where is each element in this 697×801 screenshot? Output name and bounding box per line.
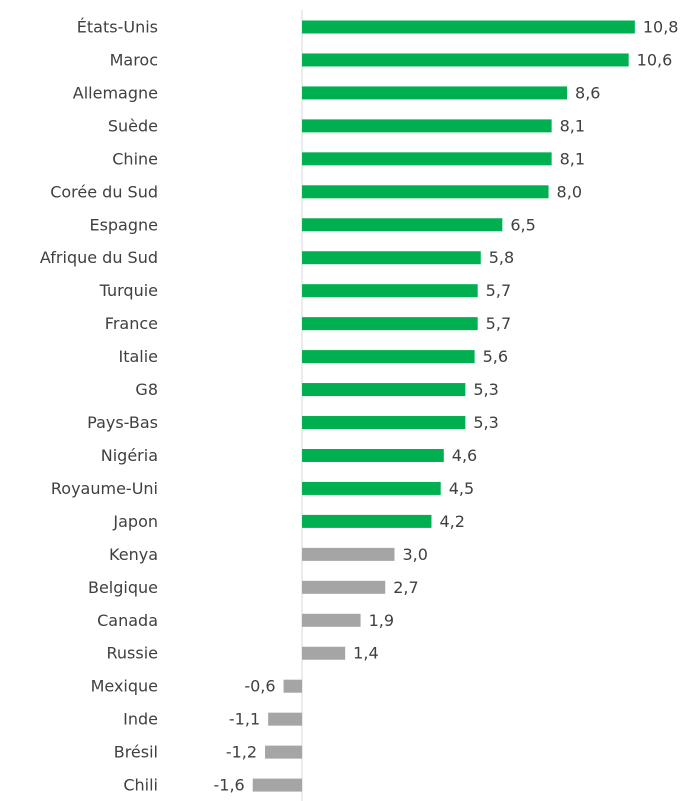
bar	[302, 119, 552, 133]
data-label: -1,2	[226, 743, 257, 762]
bar	[302, 416, 466, 430]
data-label: 5,8	[489, 248, 514, 267]
category-label: France	[105, 314, 158, 333]
category-label: Turquie	[99, 281, 158, 300]
data-label: 2,7	[393, 578, 418, 597]
category-label: Kenya	[109, 545, 158, 564]
data-label: 8,6	[575, 83, 600, 102]
bar	[302, 481, 441, 495]
data-label: -1,6	[214, 776, 245, 795]
category-label: États-Unis	[77, 18, 158, 37]
category-label: Corée du Sud	[50, 182, 158, 201]
data-label: 8,1	[560, 116, 585, 135]
data-label: 5,7	[486, 281, 511, 300]
data-label: 8,0	[557, 182, 582, 201]
data-label: 5,3	[473, 413, 498, 432]
bar	[302, 152, 552, 166]
category-label: Japon	[112, 512, 158, 531]
bar	[302, 547, 395, 561]
data-label: 1,9	[369, 611, 394, 630]
bar	[302, 185, 549, 199]
data-label: -1,1	[229, 710, 260, 729]
data-label: 5,7	[486, 314, 511, 333]
category-label: Russie	[107, 644, 159, 663]
category-label: Royaume-Uni	[51, 479, 158, 498]
data-label: 5,3	[473, 380, 498, 399]
data-label: 5,6	[483, 347, 508, 366]
data-label: 6,5	[510, 215, 535, 234]
category-label: G8	[135, 380, 158, 399]
category-label: Pays-Bas	[87, 413, 158, 432]
data-label: -0,6	[244, 677, 275, 696]
data-label: 1,4	[353, 644, 378, 663]
bar	[302, 580, 386, 594]
category-label: Suède	[108, 116, 158, 135]
category-label: Inde	[123, 710, 158, 729]
bar	[302, 284, 478, 298]
bar	[302, 646, 346, 660]
category-label: Canada	[97, 611, 158, 630]
bar	[302, 448, 444, 462]
bar	[302, 20, 635, 34]
category-label: Nigéria	[101, 446, 158, 465]
data-label: 4,6	[452, 446, 477, 465]
data-label: 10,8	[643, 18, 679, 37]
category-label: Italie	[118, 347, 158, 366]
category-label: Chili	[123, 776, 158, 795]
data-label: 3,0	[402, 545, 427, 564]
category-label: Allemagne	[73, 83, 158, 102]
category-label: Chine	[112, 149, 158, 168]
data-label: 8,1	[560, 149, 585, 168]
bar	[302, 514, 432, 528]
bar	[302, 53, 629, 67]
category-label: Belgique	[88, 578, 158, 597]
bar	[302, 383, 466, 397]
bar	[302, 613, 361, 627]
bar	[302, 251, 481, 265]
data-label: 4,5	[449, 479, 474, 498]
bar	[302, 218, 503, 232]
bar	[252, 778, 303, 792]
bar	[265, 745, 303, 759]
bar	[302, 86, 568, 100]
category-label: Mexique	[91, 677, 158, 696]
data-label: 10,6	[637, 50, 673, 69]
category-label: Espagne	[89, 215, 158, 234]
category-label: Brésil	[114, 743, 158, 762]
category-label: Afrique du Sud	[40, 248, 158, 267]
category-label: Maroc	[110, 50, 158, 69]
data-label: 4,2	[439, 512, 464, 531]
bar	[268, 712, 303, 726]
bar	[302, 317, 478, 331]
bar	[283, 679, 303, 693]
bar	[302, 350, 475, 364]
